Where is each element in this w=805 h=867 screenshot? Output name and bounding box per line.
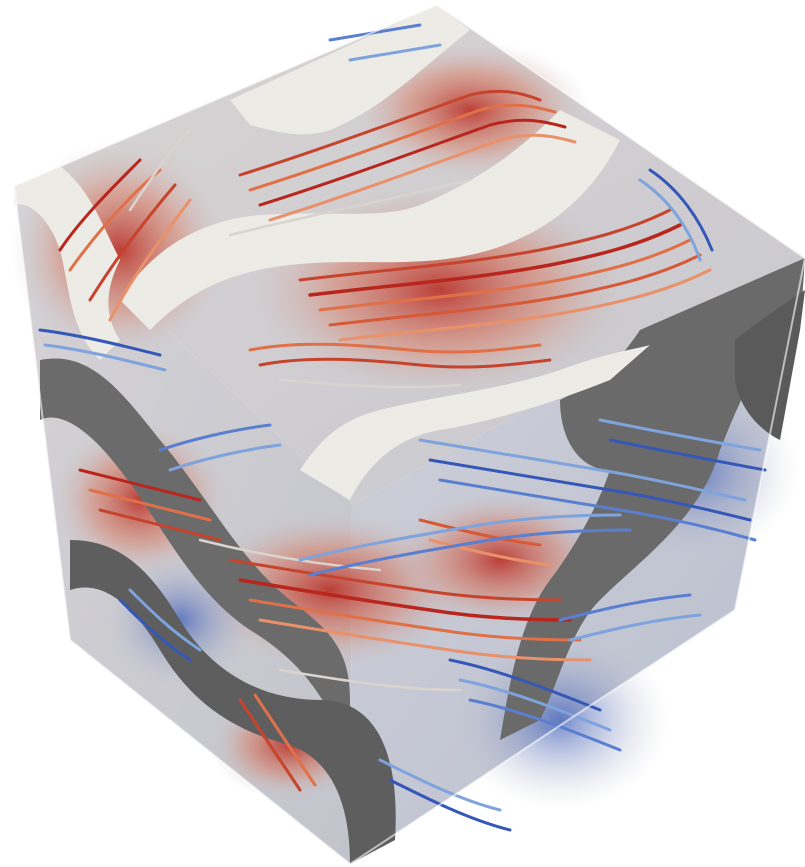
streamlines-neutral [128, 128, 472, 692]
solid-ribbon-top-b [230, 5, 470, 135]
solid-ribbon-top-c [120, 110, 620, 330]
solid-wall-right-edge [735, 290, 805, 440]
solid-wall-left-a [40, 358, 350, 760]
streamlines-cool [38, 23, 767, 832]
cube-outline [12, 3, 805, 866]
streamlines-warm [58, 89, 712, 792]
solid-ribbon-top-a [14, 166, 120, 360]
solid-wall-left-b [70, 540, 396, 864]
solid-ribbon-top-d [300, 345, 650, 500]
